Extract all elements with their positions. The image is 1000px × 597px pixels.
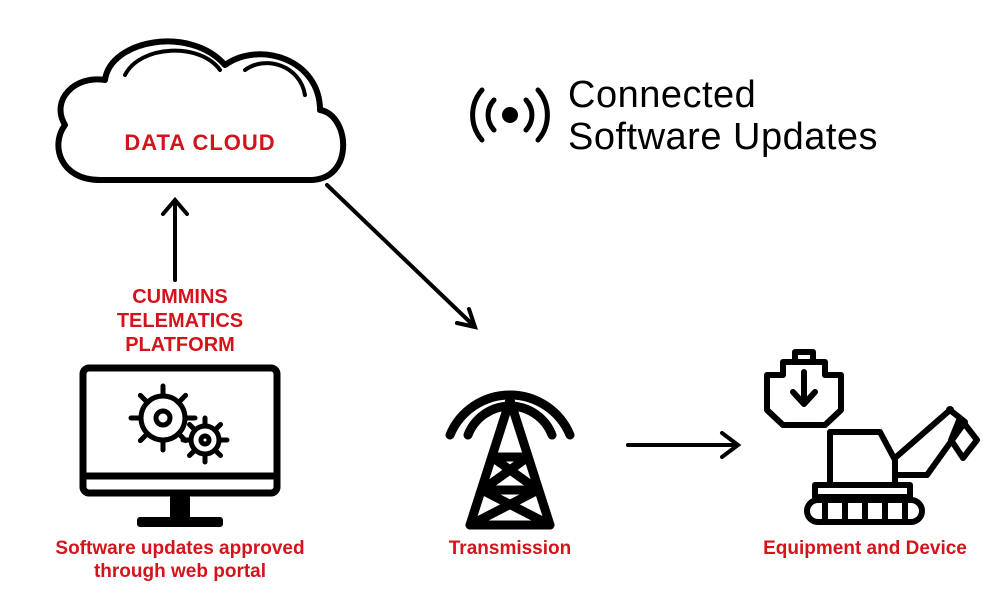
equipment-caption: Equipment and Device bbox=[745, 538, 985, 561]
broadcast-icon bbox=[460, 80, 560, 150]
platform-label: CUMMINS TELEMATICS PLATFORM bbox=[80, 285, 280, 357]
title-line2: Software Updates bbox=[568, 116, 878, 159]
cloud-label: DATA CLOUD bbox=[85, 130, 315, 156]
monitor-caption-l1: Software updates approved bbox=[55, 538, 304, 559]
arrow-right bbox=[620, 425, 750, 465]
monitor-caption: Software updates approved through web po… bbox=[35, 538, 325, 584]
tower-caption: Transmission bbox=[410, 538, 610, 561]
platform-line1: CUMMINS bbox=[132, 286, 228, 308]
monitor-caption-l2: through web portal bbox=[94, 561, 266, 582]
arrow-up bbox=[155, 190, 195, 285]
arrow-diagonal bbox=[315, 175, 495, 345]
title-block: Connected Software Updates bbox=[460, 70, 980, 180]
title-line1: Connected bbox=[568, 74, 756, 117]
monitor-icon bbox=[75, 360, 285, 540]
equipment-icon bbox=[755, 340, 985, 535]
platform-line3: PLATFORM bbox=[125, 334, 235, 356]
platform-line2: TELEMATICS bbox=[117, 310, 243, 332]
tower-icon bbox=[410, 335, 610, 535]
